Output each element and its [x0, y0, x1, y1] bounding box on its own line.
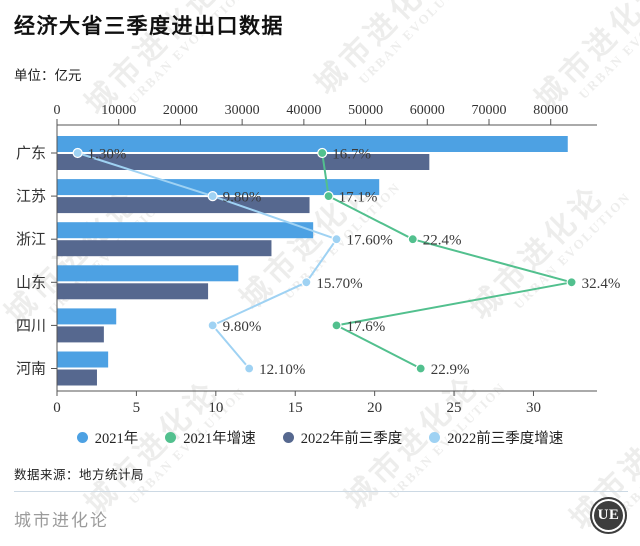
svg-text:广东: 广东: [16, 145, 46, 162]
svg-text:70000: 70000: [472, 103, 507, 118]
svg-text:50000: 50000: [348, 103, 383, 118]
svg-text:40000: 40000: [286, 103, 321, 118]
svg-text:浙江: 浙江: [16, 231, 46, 248]
svg-text:30000: 30000: [225, 103, 260, 118]
svg-text:20000: 20000: [163, 103, 198, 118]
svg-text:80000: 80000: [533, 103, 568, 118]
legend-item[interactable]: 2022前三季度增速: [429, 427, 563, 448]
chart[interactable]: 0 10000 20000 30000 40000 50000 60000 70000 8000…: [0, 95, 640, 425]
svg-text:20: 20: [367, 400, 382, 416]
svg-text:17.6%: 17.6%: [347, 319, 386, 335]
svg-text:1.30%: 1.30%: [88, 147, 127, 163]
chart-svg: 0 10000 20000 30000 40000 50000 60000 70000 8000…: [16, 103, 621, 416]
legend-dot-icon: [282, 431, 294, 443]
svg-text:15.70%: 15.70%: [316, 276, 362, 292]
svg-text:四川: 四川: [16, 318, 46, 334]
legend-item[interactable]: 2021年增速: [165, 427, 256, 448]
ue-logo: UE: [590, 497, 627, 534]
legend-dot-icon: [429, 431, 441, 443]
svg-text:30: 30: [526, 400, 541, 416]
svg-text:22.9%: 22.9%: [431, 362, 470, 378]
chart-legend: 2021年 2021年增速 2022年前三季度 2022前三季度增速: [0, 424, 640, 450]
svg-text:0: 0: [54, 103, 61, 118]
legend-label: 2021年增速: [183, 430, 256, 447]
svg-text:15: 15: [288, 400, 303, 416]
legend-item[interactable]: 2021年: [76, 427, 139, 448]
footer-divider: [14, 491, 628, 492]
svg-text:江苏: 江苏: [16, 188, 46, 205]
legend-label: 2022年前三季度: [300, 430, 403, 447]
svg-text:5: 5: [133, 400, 141, 416]
svg-text:32.4%: 32.4%: [582, 276, 621, 292]
svg-text:17.1%: 17.1%: [339, 190, 378, 206]
svg-text:16.7%: 16.7%: [332, 147, 371, 163]
unit-label: 单位：亿元: [14, 68, 82, 83]
svg-text:山东: 山东: [16, 274, 46, 291]
svg-text:12.10%: 12.10%: [259, 362, 305, 378]
data-source: 数据来源：地方统计局: [14, 468, 145, 482]
svg-text:10: 10: [208, 400, 223, 416]
page-title: 经济大省三季度进出口数据: [14, 14, 284, 38]
svg-text:17.60%: 17.60%: [347, 233, 393, 249]
svg-text:25: 25: [447, 400, 462, 416]
svg-text:9.80%: 9.80%: [223, 190, 262, 206]
svg-text:60000: 60000: [410, 103, 445, 118]
svg-text:河南: 河南: [16, 361, 46, 378]
svg-text:22.4%: 22.4%: [423, 233, 462, 249]
brand-name: 城市进化论: [14, 511, 109, 530]
legend-dot-icon: [165, 431, 177, 443]
legend-label: 2022前三季度增速: [447, 430, 564, 447]
legend-dot-icon: [76, 431, 88, 443]
svg-text:0: 0: [53, 400, 61, 416]
legend-label: 2021年: [94, 430, 139, 447]
svg-text:9.80%: 9.80%: [223, 319, 262, 335]
svg-text:10000: 10000: [101, 103, 136, 118]
legend-item[interactable]: 2022年前三季度: [282, 427, 403, 448]
